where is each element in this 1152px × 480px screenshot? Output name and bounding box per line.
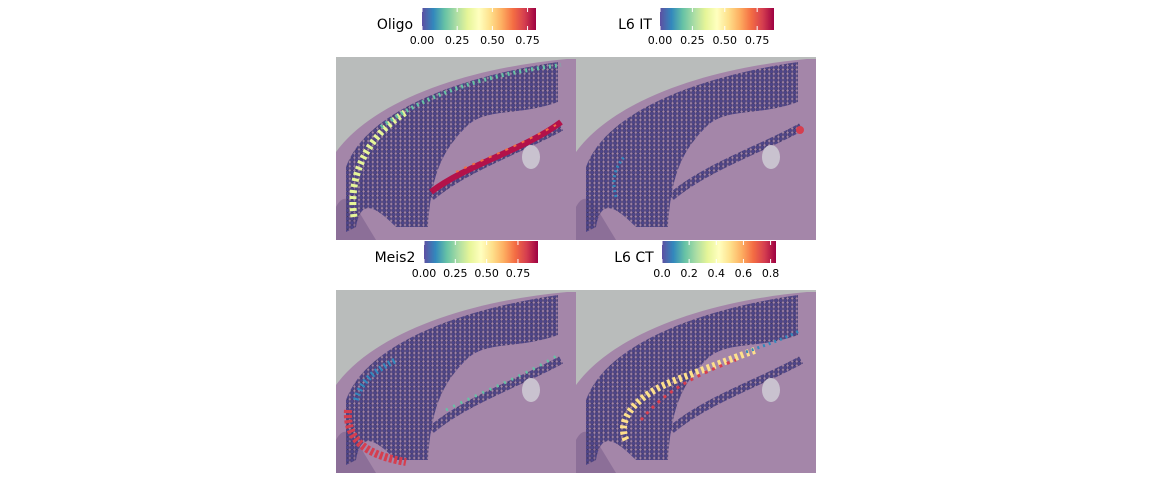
colorbar-tick-label: 0.25 xyxy=(445,34,470,47)
colorbar-tick-label: 0.00 xyxy=(648,34,673,47)
colorbar-tick-label: 0.4 xyxy=(708,267,726,280)
colorbar-tick-label: 0.8 xyxy=(762,267,780,280)
colorbar-tick-label: 0.00 xyxy=(410,34,435,47)
tissue-image xyxy=(336,290,576,473)
colorbar xyxy=(662,241,776,263)
colorbar xyxy=(424,241,538,263)
colorbar-tick-label: 0.50 xyxy=(713,34,738,47)
colorbar-tick-label: 0.50 xyxy=(480,34,505,47)
tissue-image xyxy=(576,290,816,473)
tissue-image xyxy=(576,57,816,240)
colorbar-tick-label: 0.75 xyxy=(515,34,540,47)
colorbar-tick-label: 0.75 xyxy=(506,267,531,280)
panel-title: L6 CT xyxy=(614,250,654,266)
colorbar xyxy=(422,8,536,30)
panel-title: L6 IT xyxy=(618,17,652,33)
colorbar-tick-label: 0.0 xyxy=(653,267,671,280)
colorbar-tick-label: 0.75 xyxy=(745,34,770,47)
colorbar-tick-label: 0.00 xyxy=(412,267,437,280)
panel-title: Meis2 xyxy=(375,250,416,266)
colorbar-tick-label: 0.50 xyxy=(474,267,499,280)
colorbar-tick-label: 0.25 xyxy=(443,267,468,280)
colorbar xyxy=(660,8,774,30)
tissue-image xyxy=(336,57,576,240)
panel-title: Oligo xyxy=(377,17,413,33)
colorbar-tick-label: 0.6 xyxy=(735,267,753,280)
colorbar-tick-label: 0.2 xyxy=(680,267,698,280)
colorbar-tick-label: 0.25 xyxy=(680,34,705,47)
